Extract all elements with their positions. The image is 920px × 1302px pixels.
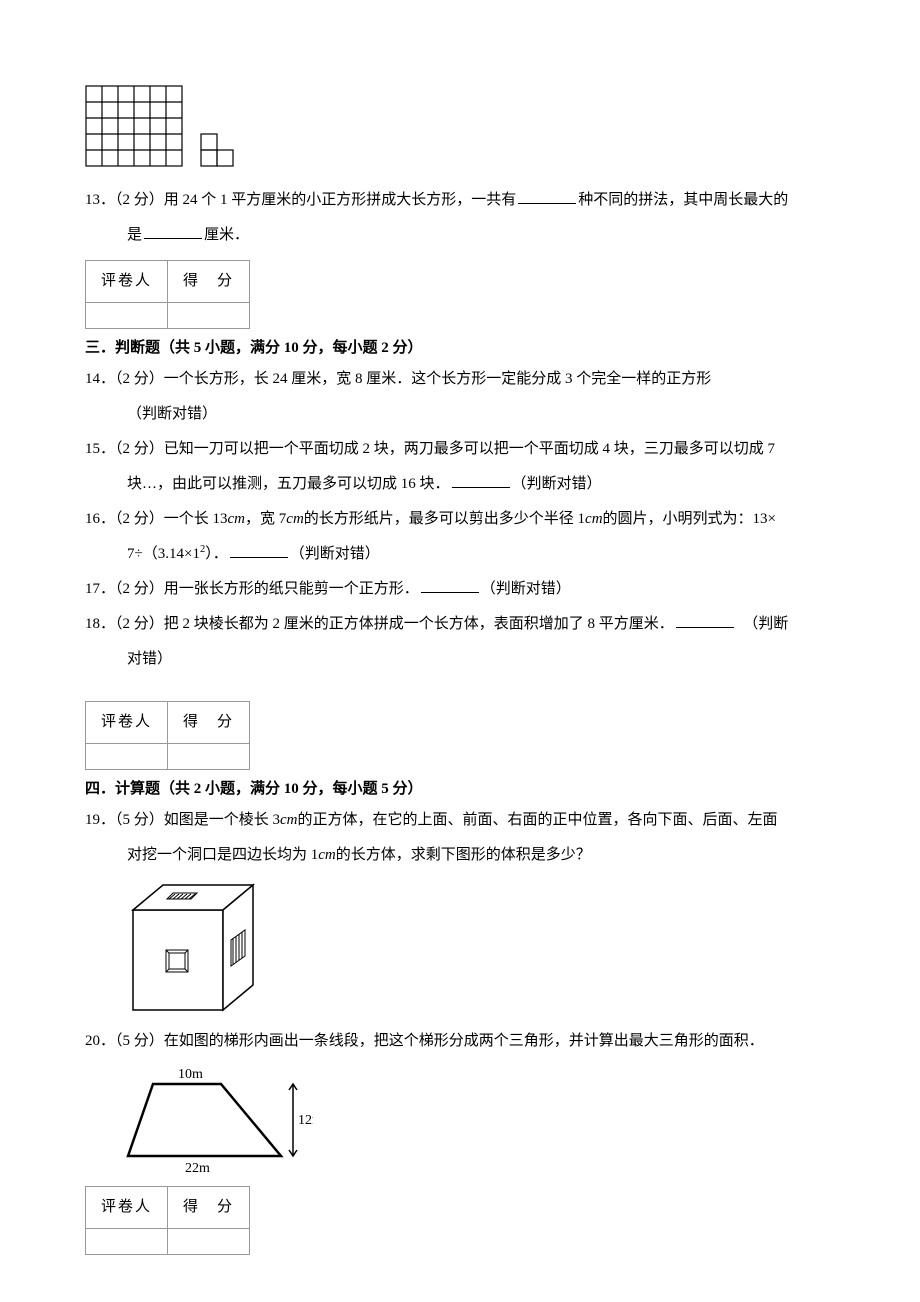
trapezoid-top-label: 10m xyxy=(178,1067,203,1082)
question-13: 13．（2 分）用 24 个 1 平方厘米的小正方形拼成大长方形，一共有 种不同的… xyxy=(85,184,835,217)
q16-line2-mid: ）． xyxy=(205,546,228,562)
l-shape-diagram xyxy=(200,133,236,169)
grid-6x5-diagram xyxy=(85,85,185,169)
trapezoid-height-label: 12m xyxy=(298,1113,313,1128)
question-15-line2: 块…，由此可以推测，五刀最多可以切成 16 块． （判断对错） xyxy=(85,468,835,501)
fill-blank[interactable] xyxy=(144,224,202,239)
score-cell-empty[interactable] xyxy=(168,744,250,770)
q16-mid2: 的长方形纸片，最多可以剪出多少个半径 1 xyxy=(304,511,585,527)
score-cell-empty[interactable] xyxy=(168,303,250,329)
score-cell-empty[interactable] xyxy=(168,1229,250,1255)
q12-diagram-area xyxy=(85,85,835,169)
q17-prefix: 17．（2 分）用一张长方形的纸只能剪一个正方形． xyxy=(85,581,419,597)
q13-middle: 种不同的拼法，其中周长最大的 xyxy=(578,192,788,208)
trapezoid-figure: 10m 12m 22m xyxy=(123,1066,835,1176)
question-14: 14．（2 分）一个长方形，长 24 厘米，宽 8 厘米．这个长方形一定能分成 … xyxy=(85,363,835,396)
q19-line1: 19．（5 分）如图是一个棱长 3 xyxy=(85,812,280,828)
q16-cm2: cm xyxy=(286,511,304,527)
score-table: 评卷人 得 分 xyxy=(85,1186,250,1255)
q15-line2-prefix: 块…，由此可以推测，五刀最多可以切成 16 块． xyxy=(127,476,450,492)
q16-line1: 16．（2 分）一个长 13 xyxy=(85,511,228,527)
score-col-score: 得 分 xyxy=(168,702,250,744)
section-3-title: 三．判断题（共 5 小题，满分 10 分，每小题 2 分） xyxy=(85,333,835,363)
q16-mid3: 的圆片，小明列式为：13× xyxy=(603,511,776,527)
score-col-grader: 评卷人 xyxy=(86,702,168,744)
q14-line1: 14．（2 分）一个长方形，长 24 厘米，宽 8 厘米．这个长方形一定能分成 … xyxy=(85,371,711,387)
section-4-title: 四．计算题（共 2 小题，满分 10 分，每小题 5 分） xyxy=(85,774,835,804)
q13-line2-prefix: 是 xyxy=(127,227,142,243)
question-18: 18．（2 分）把 2 块棱长都为 2 厘米的正方体拼成一个长方体，表面积增加了… xyxy=(85,608,835,641)
question-19-line2: 对挖一个洞口是四边长均为 1cm的长方体，求剩下图形的体积是多少？ xyxy=(85,839,835,872)
question-15: 15．（2 分）已知一刀可以把一个平面切成 2 块，两刀最多可以把一个平面切成 … xyxy=(85,433,835,466)
q18-prefix: 18．（2 分）把 2 块棱长都为 2 厘米的正方体拼成一个长方体，表面积增加了… xyxy=(85,616,674,632)
q16-cm1: cm xyxy=(228,511,246,527)
question-18-line3: 对错） xyxy=(85,643,835,676)
q20-text: 20．（5 分）在如图的梯形内画出一条线段，把这个梯形分成两个三角形，并计算出最… xyxy=(85,1033,764,1049)
question-13-line2: 是 厘米． xyxy=(85,219,835,252)
q16-line2-suffix: （判断对错） xyxy=(290,546,380,562)
q17-suffix: （判断对错） xyxy=(481,581,571,597)
fill-blank[interactable] xyxy=(230,543,288,558)
trapezoid-bottom-label: 22m xyxy=(185,1161,210,1176)
q15-line2-suffix: （判断对错） xyxy=(512,476,602,492)
q19-line2-suffix: 的长方体，求剩下图形的体积是多少？ xyxy=(336,847,591,863)
score-col-grader: 评卷人 xyxy=(86,1187,168,1229)
question-14-line2: （判断对错） xyxy=(85,398,835,431)
q19-cm2: cm xyxy=(318,847,336,863)
question-16: 16．（2 分）一个长 13cm，宽 7cm的长方形纸片，最多可以剪出多少个半径… xyxy=(85,503,835,536)
score-cell-empty[interactable] xyxy=(86,303,168,329)
q13-line2-suffix: 厘米． xyxy=(204,227,249,243)
score-table: 评卷人 得 分 xyxy=(85,260,250,329)
q16-mid1: ，宽 7 xyxy=(245,511,286,527)
question-19: 19．（5 分）如图是一个棱长 3cm的正方体，在它的上面、前面、右面的正中位置… xyxy=(85,804,835,837)
fill-blank[interactable] xyxy=(518,189,576,204)
q18-line2: （判断 xyxy=(751,616,789,632)
q15-line1: 15．（2 分）已知一刀可以把一个平面切成 2 块，两刀最多可以把一个平面切成 … xyxy=(85,441,775,457)
score-cell-empty[interactable] xyxy=(86,1229,168,1255)
fill-blank[interactable] xyxy=(421,578,479,593)
score-table: 评卷人 得 分 xyxy=(85,701,250,770)
cube-figure xyxy=(123,880,835,1015)
q19-mid1: 的正方体，在它的上面、前面、右面的正中位置，各向下面、后面、左面 xyxy=(298,812,778,828)
q19-cm1: cm xyxy=(280,812,298,828)
q16-cm3: cm xyxy=(585,511,603,527)
q19-line2-prefix: 对挖一个洞口是四边长均为 1 xyxy=(127,847,318,863)
q16-line2-prefix: 7÷（3.14×1 xyxy=(127,546,200,562)
question-16-line2: 7÷（3.14×12）．（判断对错） xyxy=(85,538,835,571)
q13-prefix: 13．（2 分）用 24 个 1 平方厘米的小正方形拼成大长方形，一共有 xyxy=(85,192,516,208)
q18-line3: 对错） xyxy=(127,651,172,667)
fill-blank[interactable] xyxy=(452,473,510,488)
score-col-score: 得 分 xyxy=(168,1187,250,1229)
fill-blank[interactable] xyxy=(676,613,734,628)
question-20: 20．（5 分）在如图的梯形内画出一条线段，把这个梯形分成两个三角形，并计算出最… xyxy=(85,1025,835,1058)
question-17: 17．（2 分）用一张长方形的纸只能剪一个正方形． （判断对错） xyxy=(85,573,835,606)
score-col-grader: 评卷人 xyxy=(86,261,168,303)
q14-line2: （判断对错） xyxy=(127,406,217,422)
score-cell-empty[interactable] xyxy=(86,744,168,770)
score-col-score: 得 分 xyxy=(168,261,250,303)
